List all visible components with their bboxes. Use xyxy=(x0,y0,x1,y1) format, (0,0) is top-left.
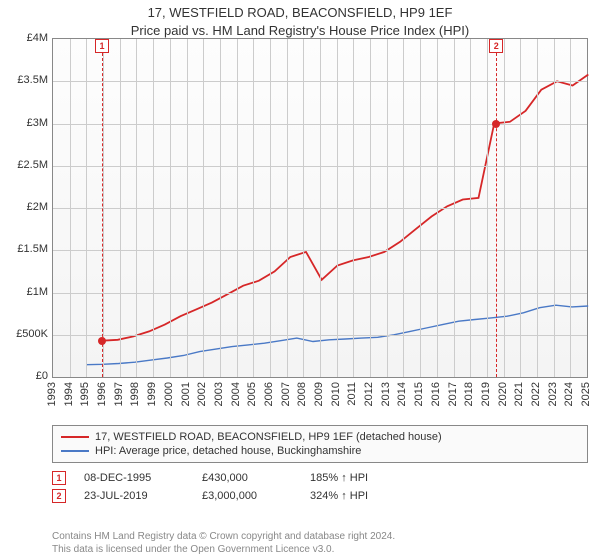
x-tick-label: 2010 xyxy=(330,382,342,406)
sale-marker-line xyxy=(496,53,497,377)
chart-area: £0£500K£1M£1.5M£2M£2.5M£3M£3.5M£4M 12 19… xyxy=(0,38,600,418)
sale-dot xyxy=(492,120,500,128)
y-tick-label: £3.5M xyxy=(17,74,48,86)
x-tick-label: 2015 xyxy=(413,382,425,406)
x-tick-label: 2025 xyxy=(580,382,592,406)
x-tick-label: 2004 xyxy=(230,382,242,406)
x-tick-label: 2021 xyxy=(513,382,525,406)
footer-line-1: Contains HM Land Registry data © Crown c… xyxy=(52,530,588,543)
sales-date: 08-DEC-1995 xyxy=(84,472,184,484)
x-tick-label: 1994 xyxy=(63,382,75,406)
sale-marker-box: 1 xyxy=(95,39,109,53)
x-tick-label: 2009 xyxy=(313,382,325,406)
x-tick-label: 2002 xyxy=(196,382,208,406)
x-tick-label: 2013 xyxy=(380,382,392,406)
x-tick-label: 1993 xyxy=(46,382,58,406)
x-tick-label: 2018 xyxy=(463,382,475,406)
x-tick-label: 2007 xyxy=(280,382,292,406)
y-tick-label: £3M xyxy=(27,117,48,129)
x-tick-label: 2023 xyxy=(547,382,559,406)
x-tick-label: 2001 xyxy=(180,382,192,406)
y-tick-label: £1.5M xyxy=(17,243,48,255)
legend-label: 17, WESTFIELD ROAD, BEACONSFIELD, HP9 1E… xyxy=(95,431,442,443)
title-line-1: 17, WESTFIELD ROAD, BEACONSFIELD, HP9 1E… xyxy=(0,4,600,22)
x-tick-label: 2003 xyxy=(213,382,225,406)
sales-price: £3,000,000 xyxy=(202,490,292,502)
legend-swatch xyxy=(61,436,89,438)
x-tick-label: 1998 xyxy=(129,382,141,406)
legend-label: HPI: Average price, detached house, Buck… xyxy=(95,445,361,457)
x-tick-label: 1997 xyxy=(113,382,125,406)
x-tick-label: 2017 xyxy=(447,382,459,406)
x-tick-label: 2014 xyxy=(396,382,408,406)
plot-area: 12 xyxy=(52,38,588,378)
x-tick-label: 2000 xyxy=(163,382,175,406)
x-axis: 1993199419951996199719981999200020012002… xyxy=(52,380,588,420)
x-tick-label: 1995 xyxy=(79,382,91,406)
x-tick-label: 1999 xyxy=(146,382,158,406)
sales-delta: 324% ↑ HPI xyxy=(310,490,588,502)
x-tick-label: 2016 xyxy=(430,382,442,406)
y-tick-label: £4M xyxy=(27,32,48,44)
sales-marker: 2 xyxy=(52,489,66,503)
x-tick-label: 2011 xyxy=(346,382,358,406)
x-tick-label: 2005 xyxy=(246,382,258,406)
legend-and-sales: 17, WESTFIELD ROAD, BEACONSFIELD, HP9 1E… xyxy=(52,425,588,505)
sale-marker-box: 2 xyxy=(489,39,503,53)
y-tick-label: £1M xyxy=(27,286,48,298)
sales-table: 1 08-DEC-1995 £430,000 185% ↑ HPI 2 23-JUL-20… xyxy=(52,469,588,505)
sales-marker: 1 xyxy=(52,471,66,485)
x-tick-label: 2006 xyxy=(263,382,275,406)
legend-swatch xyxy=(61,450,89,452)
y-tick-label: £500K xyxy=(16,328,48,340)
y-axis: £0£500K£1M£1.5M£2M£2.5M£3M£3.5M£4M xyxy=(0,38,52,378)
x-tick-label: 2008 xyxy=(296,382,308,406)
y-tick-label: £2M xyxy=(27,201,48,213)
legend-box: 17, WESTFIELD ROAD, BEACONSFIELD, HP9 1E… xyxy=(52,425,588,463)
sales-row: 1 08-DEC-1995 £430,000 185% ↑ HPI xyxy=(52,469,588,487)
x-tick-label: 2024 xyxy=(563,382,575,406)
sales-price: £430,000 xyxy=(202,472,292,484)
sales-delta: 185% ↑ HPI xyxy=(310,472,588,484)
sales-date: 23-JUL-2019 xyxy=(84,490,184,502)
sales-row: 2 23-JUL-2019 £3,000,000 324% ↑ HPI xyxy=(52,487,588,505)
sale-dot xyxy=(98,337,106,345)
chart-title: 17, WESTFIELD ROAD, BEACONSFIELD, HP9 1E… xyxy=(0,0,600,39)
legend-row: HPI: Average price, detached house, Buck… xyxy=(61,444,579,458)
sale-marker-line xyxy=(102,53,103,377)
x-tick-label: 2019 xyxy=(480,382,492,406)
title-line-2: Price paid vs. HM Land Registry's House … xyxy=(0,22,600,40)
y-tick-label: £0 xyxy=(36,370,48,382)
x-tick-label: 2012 xyxy=(363,382,375,406)
chart-container: 17, WESTFIELD ROAD, BEACONSFIELD, HP9 1E… xyxy=(0,0,600,560)
legend-row: 17, WESTFIELD ROAD, BEACONSFIELD, HP9 1E… xyxy=(61,430,579,444)
footer-attribution: Contains HM Land Registry data © Crown c… xyxy=(52,530,588,556)
x-tick-label: 2020 xyxy=(497,382,509,406)
y-tick-label: £2.5M xyxy=(17,159,48,171)
footer-line-2: This data is licensed under the Open Gov… xyxy=(52,543,588,556)
x-tick-label: 1996 xyxy=(96,382,108,406)
x-tick-label: 2022 xyxy=(530,382,542,406)
